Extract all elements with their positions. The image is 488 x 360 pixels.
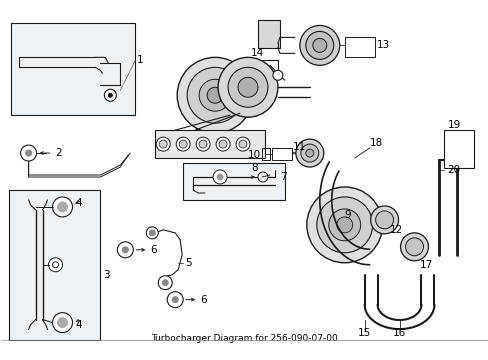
Circle shape bbox=[196, 137, 210, 151]
Text: 12: 12 bbox=[389, 225, 402, 235]
Circle shape bbox=[199, 79, 230, 111]
Circle shape bbox=[117, 242, 133, 258]
Circle shape bbox=[316, 197, 372, 253]
Text: 2: 2 bbox=[56, 148, 62, 158]
Bar bbox=[155, 130, 264, 158]
Bar bbox=[258, 21, 279, 48]
Circle shape bbox=[213, 170, 226, 184]
Circle shape bbox=[305, 31, 333, 59]
Circle shape bbox=[239, 140, 246, 148]
Circle shape bbox=[187, 67, 243, 123]
Circle shape bbox=[218, 57, 277, 117]
Text: Turbocharger Diagram for 256-090-07-00: Turbocharger Diagram for 256-090-07-00 bbox=[151, 333, 337, 342]
Circle shape bbox=[299, 26, 339, 65]
Text: 3: 3 bbox=[103, 270, 110, 280]
Circle shape bbox=[167, 292, 183, 308]
Circle shape bbox=[199, 140, 207, 148]
Bar bbox=[271, 148, 291, 160]
Text: 14: 14 bbox=[250, 48, 263, 58]
Circle shape bbox=[146, 227, 158, 239]
Circle shape bbox=[370, 206, 398, 234]
Circle shape bbox=[219, 140, 226, 148]
Circle shape bbox=[236, 137, 249, 151]
Circle shape bbox=[122, 247, 128, 253]
Text: 16: 16 bbox=[392, 328, 406, 338]
Text: 17: 17 bbox=[419, 260, 432, 270]
Circle shape bbox=[158, 276, 172, 290]
Circle shape bbox=[156, 137, 170, 151]
Text: 20: 20 bbox=[447, 165, 460, 175]
Circle shape bbox=[300, 144, 318, 162]
Circle shape bbox=[159, 140, 167, 148]
Bar bbox=[444, 130, 473, 168]
Text: 4: 4 bbox=[75, 198, 82, 208]
Circle shape bbox=[25, 150, 32, 156]
Circle shape bbox=[295, 139, 323, 167]
Circle shape bbox=[207, 87, 223, 103]
Circle shape bbox=[52, 262, 59, 268]
Bar bbox=[344, 37, 374, 57]
Circle shape bbox=[48, 258, 62, 272]
Text: 8: 8 bbox=[251, 163, 258, 173]
Text: 11: 11 bbox=[292, 142, 305, 152]
Circle shape bbox=[400, 233, 427, 261]
Circle shape bbox=[375, 211, 393, 229]
Text: 6: 6 bbox=[150, 245, 157, 255]
Circle shape bbox=[328, 209, 360, 241]
Circle shape bbox=[238, 77, 258, 97]
Text: 1: 1 bbox=[137, 55, 143, 66]
Circle shape bbox=[162, 280, 168, 286]
Text: 7: 7 bbox=[279, 172, 286, 182]
Circle shape bbox=[312, 39, 326, 52]
Circle shape bbox=[179, 140, 187, 148]
Text: 4: 4 bbox=[75, 320, 82, 330]
Circle shape bbox=[405, 238, 423, 256]
Circle shape bbox=[52, 312, 72, 333]
Bar bbox=[183, 163, 285, 200]
Circle shape bbox=[272, 70, 283, 80]
Text: 15: 15 bbox=[357, 328, 370, 338]
Circle shape bbox=[172, 297, 178, 303]
Bar bbox=[262, 148, 269, 160]
Circle shape bbox=[58, 202, 67, 212]
Circle shape bbox=[108, 93, 112, 97]
Circle shape bbox=[52, 197, 72, 217]
Circle shape bbox=[58, 318, 67, 328]
Text: 6: 6 bbox=[200, 294, 206, 305]
Circle shape bbox=[258, 172, 267, 182]
Circle shape bbox=[149, 230, 155, 236]
Circle shape bbox=[306, 187, 382, 263]
Bar bbox=[9, 190, 100, 339]
Text: 9: 9 bbox=[344, 210, 350, 220]
Circle shape bbox=[227, 67, 267, 107]
Text: 13: 13 bbox=[376, 40, 389, 50]
Circle shape bbox=[217, 174, 223, 180]
Circle shape bbox=[305, 149, 313, 157]
Circle shape bbox=[336, 217, 352, 233]
Circle shape bbox=[104, 89, 116, 101]
Bar bbox=[11, 23, 135, 115]
Circle shape bbox=[177, 57, 252, 133]
Text: 10: 10 bbox=[247, 150, 261, 160]
Text: 18: 18 bbox=[369, 138, 382, 148]
Text: 5: 5 bbox=[185, 258, 191, 268]
Circle shape bbox=[176, 137, 190, 151]
Text: 19: 19 bbox=[447, 120, 460, 130]
Circle shape bbox=[20, 145, 37, 161]
Circle shape bbox=[216, 137, 229, 151]
